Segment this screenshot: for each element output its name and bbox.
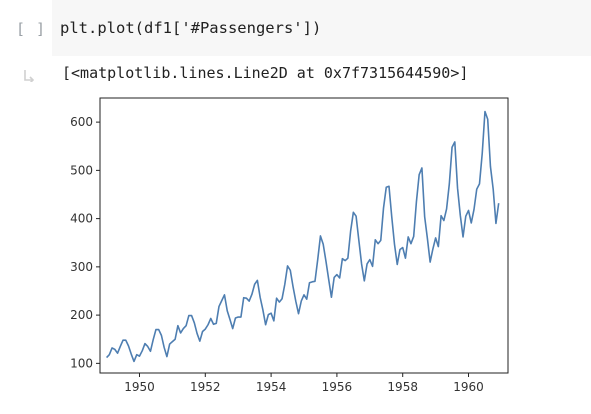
x-tick-label: 1950	[124, 380, 155, 394]
output-text: [<matplotlib.lines.Line2D at 0x7f7315644…	[62, 64, 469, 82]
x-tick-label: 1958	[387, 380, 418, 394]
plot-frame	[99, 97, 509, 374]
y-tick-label: 400	[70, 212, 93, 226]
line-plot: 100 200 300 400 500 600 1950 1952 1954 1956 1958 19…	[55, 90, 535, 408]
y-tick-label: 600	[70, 115, 93, 129]
x-tick-label: 1956	[322, 380, 353, 394]
code-cell-editor[interactable]: plt.plot(df1['#Passengers'])	[52, 0, 591, 56]
x-tick-label: 1960	[453, 380, 484, 394]
chart-svg: 100 200 300 400 500 600 1950 1952 1954 1956 1958 19…	[70, 97, 509, 394]
cell-run-indicator[interactable]: [ ]	[16, 20, 47, 38]
y-tick-label: 200	[70, 308, 93, 322]
x-tick-label: 1954	[256, 380, 287, 394]
x-tick-label: 1952	[190, 380, 221, 394]
y-tick-label: 300	[70, 260, 93, 274]
y-tick-label: 500	[70, 163, 93, 177]
y-tick-label: 100	[70, 356, 93, 370]
series-line	[105, 110, 500, 363]
code-line[interactable]: plt.plot(df1['#Passengers'])	[60, 19, 322, 37]
output-arrow-icon	[24, 70, 35, 82]
